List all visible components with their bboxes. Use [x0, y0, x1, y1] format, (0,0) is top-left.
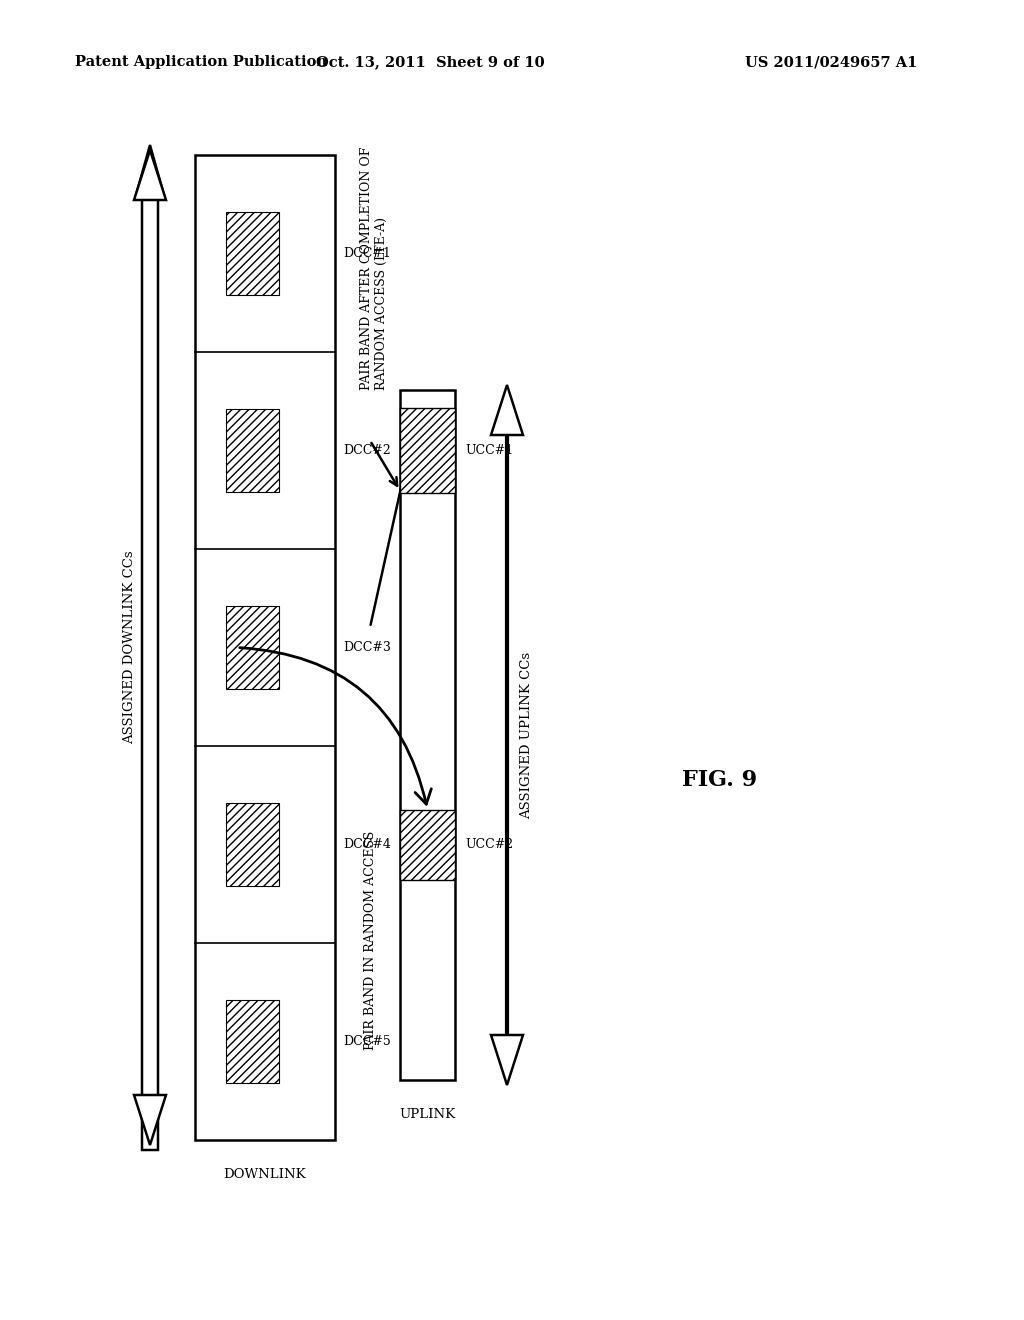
- Bar: [400, 408, 455, 492]
- Bar: [400, 809, 455, 879]
- Text: RANDOM ACCESS (LTE-A): RANDOM ACCESS (LTE-A): [375, 216, 388, 389]
- Text: DCC#1: DCC#1: [343, 247, 391, 260]
- Text: ASSIGNED UPLINK CCs: ASSIGNED UPLINK CCs: [520, 652, 534, 818]
- Text: DCC#2: DCC#2: [343, 444, 391, 457]
- FancyArrow shape: [136, 145, 164, 1150]
- Text: DCC#4: DCC#4: [343, 838, 391, 851]
- Bar: [400, 389, 455, 1080]
- Text: UCC#2: UCC#2: [465, 838, 513, 851]
- Text: UPLINK: UPLINK: [399, 1107, 456, 1121]
- Text: PAIR BAND IN RANDOM ACCESS: PAIR BAND IN RANDOM ACCESS: [364, 830, 377, 1049]
- Bar: [226, 1001, 279, 1082]
- Bar: [226, 213, 279, 294]
- FancyArrowPatch shape: [240, 648, 431, 804]
- FancyArrow shape: [134, 1096, 166, 1144]
- Text: UCC#1: UCC#1: [465, 444, 513, 457]
- Text: DCC#5: DCC#5: [343, 1035, 391, 1048]
- Bar: [226, 606, 279, 689]
- Bar: [195, 154, 335, 1140]
- Text: DCC#3: DCC#3: [343, 642, 391, 653]
- FancyArrow shape: [490, 1035, 523, 1085]
- Bar: [226, 409, 279, 492]
- Text: PAIR BAND AFTER COMPLETION OF: PAIR BAND AFTER COMPLETION OF: [360, 147, 373, 389]
- FancyArrow shape: [134, 150, 166, 201]
- Bar: [226, 803, 279, 886]
- Text: FIG. 9: FIG. 9: [682, 770, 758, 791]
- FancyArrow shape: [490, 385, 523, 436]
- Text: Patent Application Publication: Patent Application Publication: [75, 55, 327, 69]
- Text: DOWNLINK: DOWNLINK: [223, 1168, 306, 1181]
- Text: US 2011/0249657 A1: US 2011/0249657 A1: [745, 55, 918, 69]
- Text: ASSIGNED DOWNLINK CCs: ASSIGNED DOWNLINK CCs: [124, 550, 136, 744]
- Text: Oct. 13, 2011  Sheet 9 of 10: Oct. 13, 2011 Sheet 9 of 10: [315, 55, 545, 69]
